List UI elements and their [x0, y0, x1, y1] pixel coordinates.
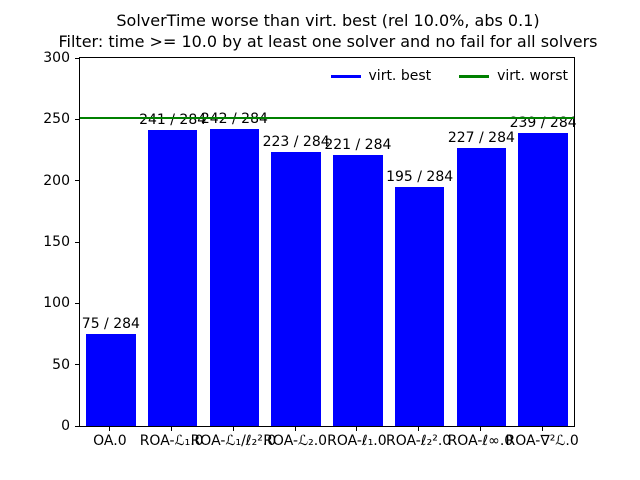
- x-tick-label: ROA-ℒ₁/ℓ₂².0: [190, 433, 277, 449]
- y-tick-label: 100: [43, 295, 70, 312]
- legend-line-sample: [330, 74, 361, 78]
- bar: [394, 186, 445, 426]
- bar-value-label: 223 / 284: [262, 134, 330, 151]
- bar: [147, 130, 198, 426]
- x-tick-label: OA.0: [93, 433, 127, 449]
- bar-value-label: 241 / 284: [139, 112, 207, 129]
- y-tick-label: 50: [52, 356, 70, 373]
- y-tick-mark: [75, 425, 79, 427]
- bar-value-label: 227 / 284: [447, 129, 515, 146]
- x-tick-label: ROA-ℒ₁.0: [139, 433, 204, 449]
- legend-line-sample: [459, 74, 490, 78]
- chart-title: SolverTime worse than virt. best (rel 10…: [58, 10, 597, 52]
- y-tick-label: 150: [43, 234, 70, 250]
- legend-item: virt. worst: [459, 68, 568, 84]
- y-tick-mark: [75, 57, 79, 59]
- bar: [209, 129, 260, 426]
- legend: virt. best virt. worst: [330, 68, 568, 84]
- bar-value-label: 195 / 284: [386, 168, 454, 185]
- x-tick-label: ROA-ℒ₂.0: [263, 433, 328, 449]
- legend-label: virt. best: [368, 68, 432, 84]
- y-tick-mark: [75, 241, 79, 243]
- x-tick-mark: [109, 427, 111, 431]
- bar-value-label: 75 / 284: [81, 316, 140, 332]
- virt-worst-line: [80, 117, 574, 120]
- bar: [333, 154, 383, 426]
- legend-item: virt. best: [330, 68, 432, 84]
- y-tick-mark: [75, 180, 79, 182]
- chart-title-line1: SolverTime worse than virt. best (rel 10…: [116, 11, 540, 30]
- bar-value-label: 242 / 284: [200, 111, 268, 128]
- x-tick-mark: [418, 427, 420, 431]
- bar: [518, 132, 568, 426]
- chart-title-line2: Filter: time >= 10.0 by at least one sol…: [58, 32, 598, 51]
- y-tick-label: 0: [61, 418, 70, 434]
- x-tick-label: ROA-ℓ₁.0: [327, 433, 387, 449]
- y-tick-mark: [75, 302, 79, 304]
- y-tick-mark: [75, 118, 79, 120]
- y-tick-label: 200: [43, 172, 70, 189]
- y-tick-label: 300: [43, 50, 70, 66]
- bar: [456, 147, 507, 426]
- x-tick-mark: [541, 427, 543, 431]
- bar: [86, 334, 136, 426]
- legend-label: virt. worst: [497, 68, 568, 84]
- bar-value-label: 221 / 284: [324, 136, 392, 153]
- bar: [271, 152, 321, 426]
- x-tick-mark: [171, 427, 173, 431]
- x-tick-mark: [232, 427, 234, 431]
- x-tick-label: ROA-∇²ℒ.0: [505, 433, 579, 449]
- plot-area: virt. best virt. worst 75 / 284 241 / 284 2…: [79, 57, 577, 427]
- x-tick-mark: [479, 427, 481, 431]
- x-tick-mark: [294, 427, 296, 431]
- y-tick-mark: [75, 364, 79, 366]
- x-tick-mark: [356, 427, 358, 431]
- x-tick-label: ROA-ℓ∞.0: [447, 433, 514, 449]
- x-tick-label: ROA-ℓ₂².0: [386, 433, 452, 449]
- y-tick-label: 250: [43, 111, 70, 128]
